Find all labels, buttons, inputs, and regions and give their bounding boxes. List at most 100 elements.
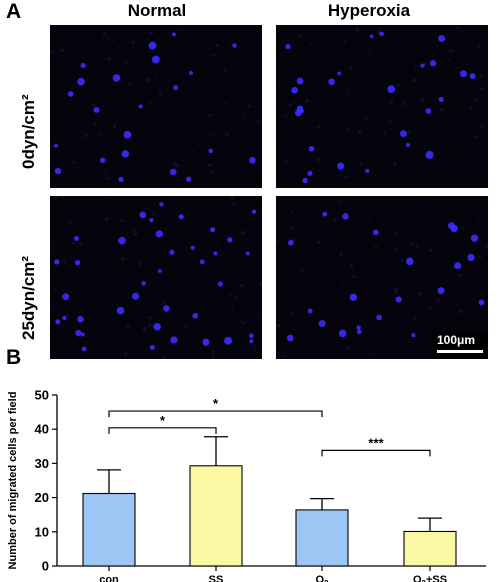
y-axis-label: Number of migrated cells per field bbox=[7, 392, 19, 570]
nucleus bbox=[141, 281, 146, 286]
background-speck bbox=[436, 298, 440, 303]
background-speck bbox=[212, 350, 215, 353]
background-speck bbox=[356, 279, 359, 282]
nucleus bbox=[159, 202, 164, 207]
nucleus bbox=[249, 157, 256, 164]
nucleus bbox=[217, 281, 223, 287]
row-header-0dyn: 0dyn/cm² bbox=[19, 94, 38, 169]
background-speck bbox=[209, 133, 212, 136]
background-speck bbox=[240, 230, 245, 235]
background-speck bbox=[393, 287, 398, 292]
background-speck bbox=[485, 244, 488, 248]
y-tick-label: 0 bbox=[42, 559, 49, 574]
bar-SS bbox=[189, 465, 243, 567]
background-speck bbox=[321, 341, 323, 344]
background-speck bbox=[161, 356, 166, 359]
nucleus bbox=[202, 338, 210, 346]
background-speck bbox=[325, 257, 327, 260]
nucleus bbox=[121, 150, 130, 158]
nucleus bbox=[438, 34, 446, 42]
background-speck bbox=[66, 313, 70, 317]
background-speck bbox=[346, 92, 350, 95]
background-speck bbox=[112, 38, 115, 42]
nucleus bbox=[448, 222, 455, 230]
micrograph-normal-0dyn bbox=[50, 25, 262, 188]
y-tick-label: 30 bbox=[35, 456, 49, 471]
background-speck bbox=[396, 83, 400, 87]
background-speck bbox=[446, 247, 450, 251]
nucleus bbox=[249, 339, 254, 344]
nucleus bbox=[411, 333, 416, 338]
background-speck bbox=[423, 62, 427, 66]
background-speck bbox=[317, 240, 321, 245]
background-speck bbox=[97, 132, 101, 136]
nucleus bbox=[131, 292, 140, 300]
nucleus bbox=[151, 55, 160, 64]
background-speck bbox=[352, 275, 356, 279]
background-speck bbox=[310, 119, 313, 122]
nucleus bbox=[158, 269, 162, 273]
significance-label: * bbox=[160, 413, 166, 428]
nucleus bbox=[178, 214, 184, 220]
background-speck bbox=[473, 98, 478, 103]
background-speck bbox=[290, 226, 295, 230]
bar-O2 bbox=[295, 509, 349, 567]
nucleus bbox=[286, 334, 294, 342]
nucleus bbox=[369, 34, 374, 39]
background-speck bbox=[403, 102, 407, 106]
nucleus bbox=[170, 336, 178, 344]
nucleus bbox=[252, 209, 257, 214]
background-speck bbox=[339, 200, 343, 204]
nucleus bbox=[296, 77, 304, 85]
background-speck bbox=[330, 240, 333, 243]
background-speck bbox=[427, 148, 430, 151]
background-speck bbox=[215, 43, 219, 48]
background-speck bbox=[247, 104, 252, 109]
background-speck bbox=[458, 273, 462, 277]
background-speck bbox=[288, 103, 292, 107]
nucleus bbox=[192, 312, 199, 319]
background-speck bbox=[104, 217, 109, 221]
background-speck bbox=[111, 226, 114, 230]
nucleus bbox=[469, 73, 476, 80]
background-speck bbox=[210, 170, 214, 174]
background-speck bbox=[63, 260, 67, 264]
nucleus bbox=[148, 41, 157, 50]
background-speck bbox=[349, 264, 354, 268]
background-speck bbox=[239, 284, 244, 288]
y-tick-label: 10 bbox=[35, 524, 49, 539]
background-speck bbox=[283, 148, 286, 150]
nucleus bbox=[395, 296, 402, 303]
nucleus bbox=[77, 315, 84, 323]
background-speck bbox=[207, 163, 212, 167]
background-speck bbox=[349, 66, 353, 70]
background-speck bbox=[162, 300, 166, 304]
background-speck bbox=[51, 49, 55, 53]
background-speck bbox=[216, 240, 219, 244]
nucleus bbox=[294, 109, 302, 117]
nucleus bbox=[302, 177, 308, 184]
background-speck bbox=[148, 316, 152, 320]
background-speck bbox=[297, 34, 302, 39]
background-speck bbox=[61, 196, 65, 199]
background-speck bbox=[147, 38, 150, 41]
background-speck bbox=[259, 281, 262, 286]
micrograph-hyperoxia-25dyn bbox=[276, 196, 488, 359]
nucleus bbox=[376, 314, 382, 321]
background-speck bbox=[236, 129, 239, 132]
background-speck bbox=[414, 334, 418, 338]
background-speck bbox=[112, 124, 117, 128]
nucleus bbox=[55, 319, 61, 325]
nucleus bbox=[74, 259, 81, 266]
nucleus bbox=[62, 293, 70, 301]
background-speck bbox=[149, 31, 154, 36]
nucleus bbox=[199, 259, 205, 265]
background-speck bbox=[92, 102, 95, 105]
nucleus bbox=[420, 63, 425, 68]
background-speck bbox=[377, 30, 381, 34]
background-speck bbox=[107, 177, 111, 181]
background-speck bbox=[278, 86, 281, 89]
nucleus bbox=[245, 251, 250, 256]
background-speck bbox=[247, 352, 250, 355]
nucleus bbox=[118, 236, 126, 245]
